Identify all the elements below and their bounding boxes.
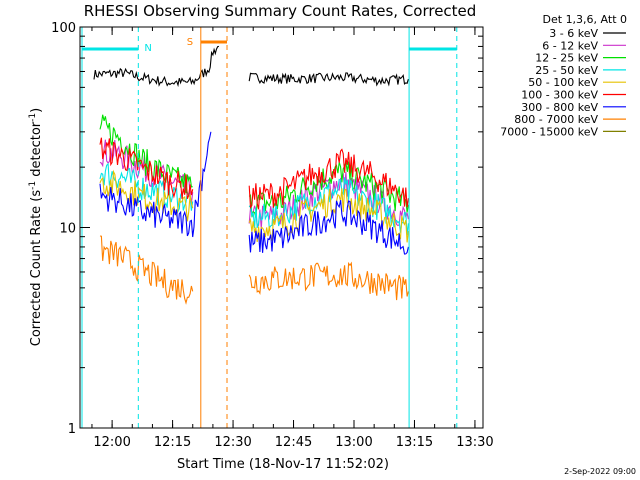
legend-label-8: 7000 - 15000 keV [500,125,598,138]
legend-label-6: 300 - 800 keV [521,101,598,114]
x-tick-label-2: 12:30 [214,435,251,450]
x-tick-label-6: 13:30 [456,435,493,450]
y-axis-label-mid: detector [29,121,44,181]
legend-label-0: 3 - 6 keV [549,27,598,40]
legend-label-2: 12 - 25 keV [535,52,598,65]
plot-area: NS [81,27,458,428]
x-tick-label-4: 13:00 [335,435,372,450]
series-line-2 [99,114,193,194]
legend-label-5: 100 - 300 keV [521,89,598,102]
legend-label-7: 800 - 7000 keV [514,113,598,126]
y-tick-label-1: 10 [59,222,76,237]
legend-label-1: 6 - 12 keV [542,39,598,52]
axes: 12:00 12:15 12:30 12:45 13:00 13:15 13:30 1 10 10… [51,21,493,450]
night-marker-label: N [144,43,151,54]
legend-label-4: 50 - 100 keV [528,76,598,89]
legend-label-3: 25 - 50 keV [535,64,598,77]
y-tick-label-2: 100 [51,21,76,36]
x-tick-label-1: 12:15 [154,435,191,450]
series-line-5 [99,137,194,199]
series-line-5 [248,148,409,210]
y-axis-label-main: Corrected Count Rate (s [29,190,44,347]
date-stamp: 2-Sep-2022 09:00 [564,467,636,476]
y-axis-label-sup2: -1 [28,113,38,122]
legend-header: Det 1,3,6, Att 0 [543,13,627,26]
series-line-7 [99,235,194,305]
x-tick-label-5: 13:15 [396,435,433,450]
y-axis-label: Corrected Count Rate (s-1 detector-1) [28,108,44,346]
x-tick-label-3: 12:45 [275,435,312,450]
series-line-0 [93,45,219,88]
plot-frame [79,26,484,429]
chart-title: RHESSI Observing Summary Count Rates, Co… [84,2,477,20]
y-axis-label-sup1: -1 [28,181,38,190]
y-axis-label-end: ) [29,108,44,113]
y-tick-label-0: 1 [68,422,76,437]
series-line-6 [248,200,409,255]
series-line-6 [99,131,212,238]
series-line-7 [248,261,409,301]
x-tick-label-0: 12:00 [93,435,130,450]
saa-marker-label: S [187,37,193,48]
x-axis-label: Start Time (18-Nov-17 11:52:02) [177,457,389,472]
series-line-0 [248,72,409,87]
